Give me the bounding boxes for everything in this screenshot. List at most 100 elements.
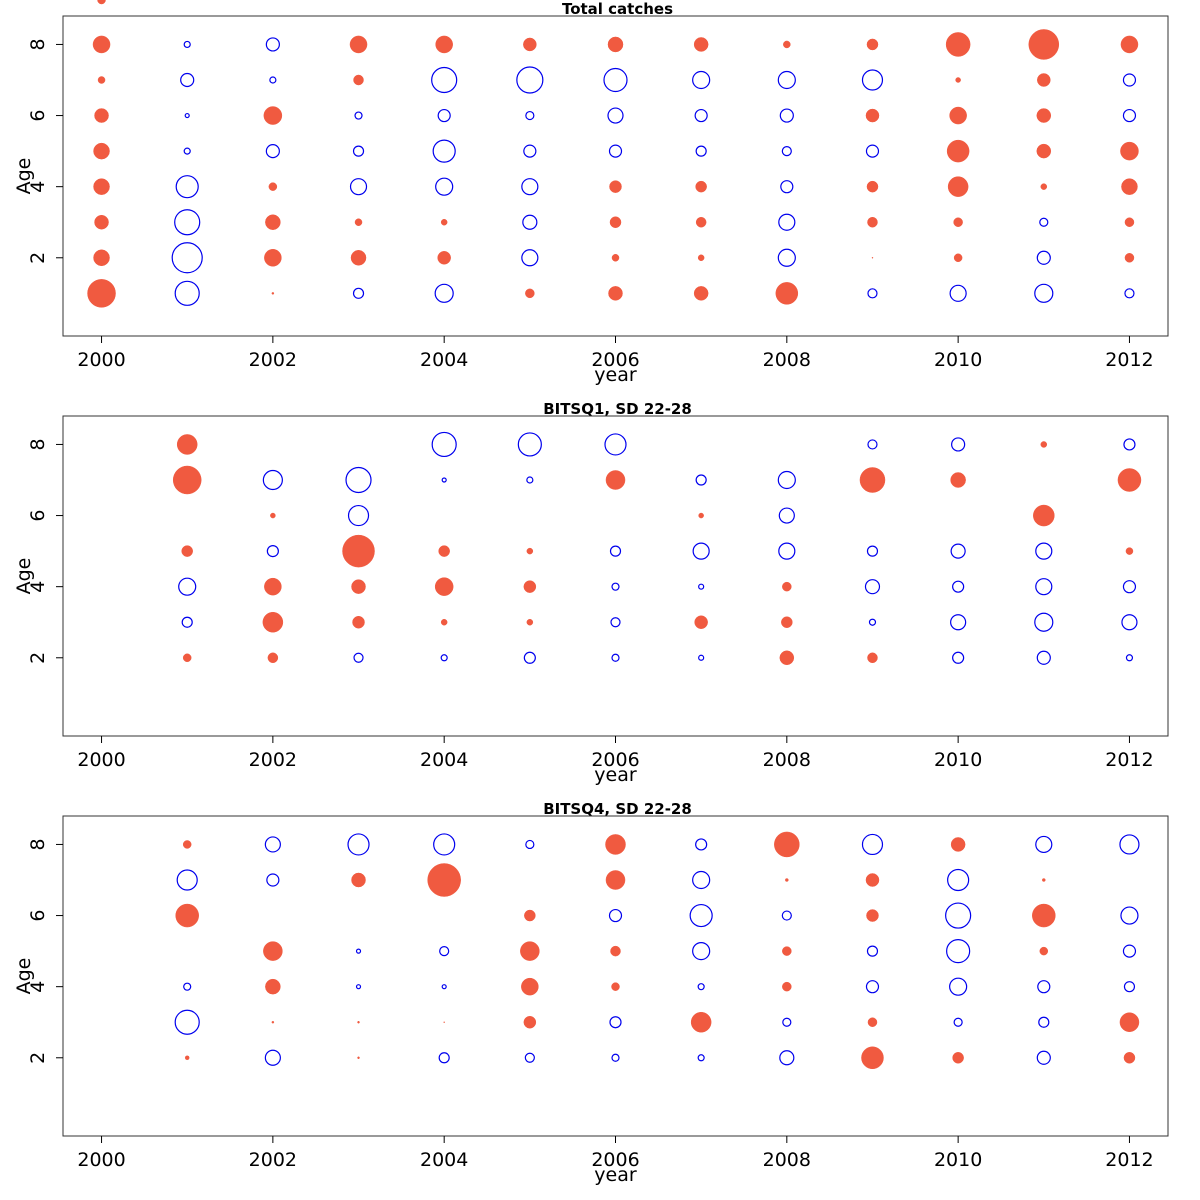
bubble-negative [176,869,198,891]
bubble-negative [174,280,200,306]
bubble-positive [525,288,535,299]
bubble-positive [695,180,707,193]
bubble-negative [1122,108,1137,123]
bubble-negative [1122,580,1137,594]
bubble-positive [267,652,279,664]
bubble-negative [611,1053,620,1062]
bubble-negative [861,833,884,856]
bubble-negative [697,983,705,991]
bubble-negative [697,1054,705,1062]
bubble-positive [1039,946,1049,956]
bubble-positive [865,873,880,887]
bubble-positive [782,946,792,956]
bubble-positive [781,616,793,628]
x-tick-label: 2010 [934,1149,982,1171]
bubble-negative [778,213,796,231]
bubble-negative [866,545,879,557]
bubble-positive [526,547,534,555]
bubble-positive [265,214,281,230]
y-tick-label: 8 [27,38,49,50]
bubble-negative [355,984,362,990]
bubble-positive [865,108,880,123]
bubble-negative [434,283,454,303]
bubble-positive [1119,1012,1140,1032]
bubble-positive [1037,73,1051,87]
bubble-negative [264,836,281,853]
x-tick-label: 2002 [249,349,297,371]
bubble-negative [953,1017,963,1027]
bubble-negative [171,242,203,274]
bubble-positive [263,106,283,125]
bubble-negative [611,653,620,662]
bubble-negative [181,616,193,628]
y-axis-label: Age [13,958,35,995]
bubble-positive [694,615,708,629]
bubble-negative [782,1017,792,1027]
bubble-positive [610,945,621,957]
bubble-negative [946,939,971,964]
bubble-positive [611,982,620,991]
bubble-negative [694,108,708,123]
bubble-positive [438,545,450,557]
bubble-negative [1122,944,1137,958]
bubble-negative [861,69,884,91]
bubble-positive [867,1017,878,1027]
bubble-negative [1037,980,1051,994]
bubble-negative [439,946,450,957]
bubble-positive [1121,178,1138,195]
bubble-positive [609,180,622,193]
bubble-positive [351,872,366,888]
bubble-negative [431,66,458,94]
bubble-positive [607,36,624,53]
bubble-positive [176,434,198,455]
bubble-negative [525,839,535,850]
y-axis-label: Age [13,158,35,195]
bubble-negative [865,144,880,158]
x-tick-label: 2006 [591,749,639,771]
bubble-negative [521,249,539,267]
bubble-positive [952,1052,964,1064]
panel-title: Total catches [562,0,673,18]
bubble-negative [1038,1016,1050,1028]
bubble-positive [342,534,375,568]
bubble-positive [782,981,792,992]
x-tick-label: 2004 [420,349,468,371]
bubble-negative [180,72,195,88]
bubble-negative [435,177,454,196]
bubble-positive [182,653,192,663]
bubble-positive [1120,35,1139,54]
bubble-positive [690,1011,712,1033]
bubble-positive [866,38,879,51]
bubble-negative [1034,283,1054,303]
bubble-positive [271,292,275,295]
bubble-negative [777,70,796,90]
bubble-positive [263,941,283,961]
plot-frame [62,815,1169,1137]
bubble-negative [865,980,880,994]
bubble-negative [265,144,280,159]
bubble-positive [1036,108,1052,123]
chart-panel-2: BITSQ1, SD 22-28 2000 2002 2004 2006 2008 2010… [13,400,1169,786]
bubble-negative [781,910,792,921]
bubble-positive [955,77,961,83]
bubble-negative [431,431,457,458]
bubble-positive [945,32,971,57]
y-tick-label: 4 [27,981,49,993]
bubble-negative [695,145,707,157]
bubble-negative [695,838,708,851]
bubble-positive [861,1046,884,1070]
bubble-negative [779,108,794,123]
y-tick-label: 2 [27,1052,49,1064]
bubble-negative [1039,217,1049,227]
bubble-negative [262,469,283,491]
bubble-negative [1120,906,1139,925]
bubble-positive [264,577,282,596]
bubble-negative [778,507,795,524]
bubble-negative [184,112,190,119]
bubble-negative [1036,250,1051,265]
bubble-positive [526,618,534,626]
x-tick-label: 2012 [1105,749,1153,771]
x-axis-label: year [594,1164,637,1186]
bubble-positive [779,650,795,666]
